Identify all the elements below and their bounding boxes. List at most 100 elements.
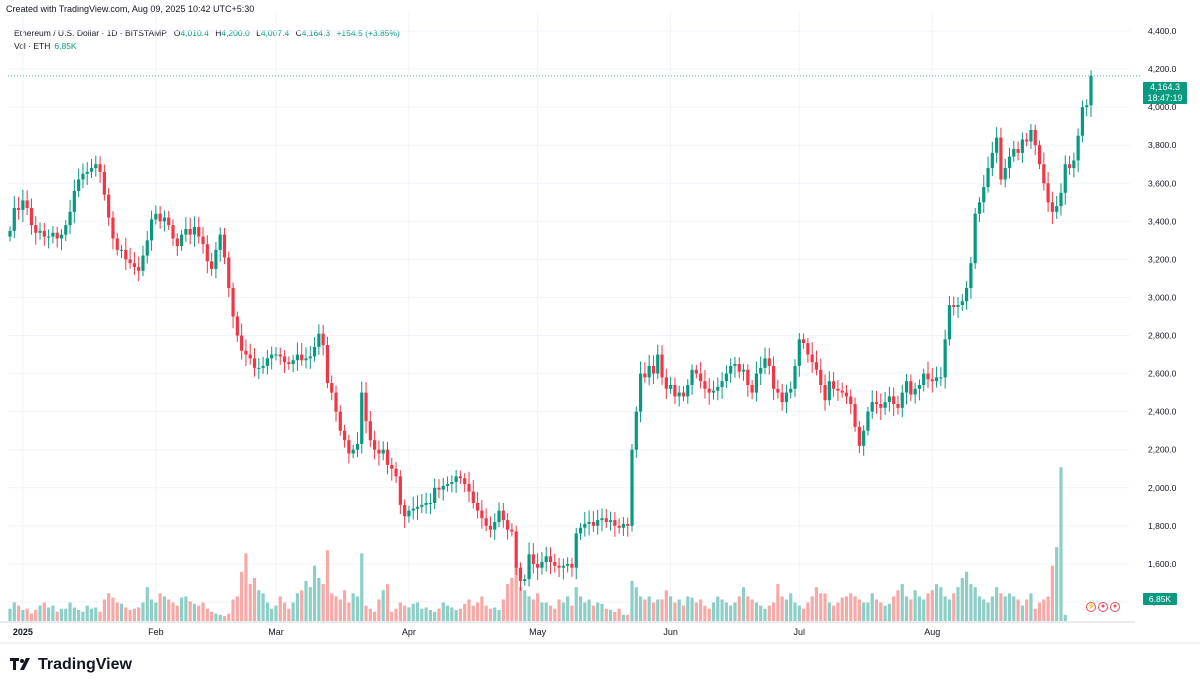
candle-body [415, 506, 420, 509]
volume-bar [381, 590, 385, 621]
candle-body [64, 225, 68, 235]
volume-bar [291, 602, 295, 621]
volume-bar [810, 596, 814, 621]
candle-body [1033, 129, 1037, 146]
volume-bar [475, 602, 480, 621]
candle-body [312, 346, 317, 357]
candle-body [347, 440, 351, 454]
volume-bar [518, 587, 523, 621]
volume-bar [274, 605, 278, 621]
candle-body [960, 301, 964, 306]
volume-bar [922, 599, 926, 621]
candle-body [913, 388, 917, 395]
volume-bar [252, 577, 257, 621]
volume-bar [995, 587, 999, 621]
candle-body [553, 561, 557, 566]
symbol-title[interactable]: Ethereum / U.S. Dollar · 1D · BITSTAMP [14, 28, 167, 38]
candle-body [407, 510, 411, 517]
candle-body [450, 482, 454, 484]
volume-bar [531, 599, 535, 621]
candle-body [162, 217, 167, 222]
candle-body [355, 443, 360, 450]
candle-body [939, 377, 943, 379]
volume-bar [287, 608, 291, 621]
volume-bar [480, 596, 484, 621]
candle-body [1042, 164, 1046, 184]
volume-bar [677, 599, 681, 621]
volume-bar [917, 596, 922, 621]
candle-body [308, 356, 312, 359]
event-icon[interactable]: ● [1098, 602, 1108, 612]
candle-body [325, 345, 330, 384]
volume-label[interactable]: Vol · ETH [14, 41, 51, 51]
candle-body [128, 259, 132, 264]
candle-body [681, 392, 686, 397]
candle-body [964, 287, 969, 302]
candle-body [506, 520, 510, 530]
candle-body [707, 388, 711, 393]
event-icon[interactable]: ⚡ [1086, 602, 1096, 612]
candle-body [342, 430, 347, 441]
candle-body [566, 563, 570, 566]
volume-bar [574, 587, 578, 621]
candle-body [741, 369, 746, 372]
candle-body [613, 520, 617, 526]
volume-bar [89, 608, 94, 621]
volume-bar [145, 587, 149, 621]
candle-body [849, 396, 853, 405]
event-icon[interactable]: ● [1110, 602, 1120, 612]
candle-body [694, 369, 698, 374]
candle-body [480, 510, 484, 519]
tradingview-brand[interactable]: TradingView [10, 656, 132, 674]
candle-body [548, 556, 553, 562]
candle-body [514, 531, 518, 568]
candle-body [373, 440, 377, 450]
volume-bar [643, 599, 647, 621]
volume-bar [909, 599, 913, 621]
volume-bar [578, 596, 583, 621]
candle-body [38, 230, 42, 233]
volume-bar [137, 607, 141, 621]
candle-body [887, 396, 891, 403]
volume-bar [1050, 565, 1054, 621]
volume-bar [317, 577, 321, 621]
candle-body [445, 483, 450, 486]
candle-body [321, 333, 325, 346]
volume-bar [128, 609, 132, 621]
candle-body [784, 392, 789, 403]
x-tick-label: Jul [794, 627, 806, 637]
candle-body [1076, 135, 1080, 161]
volume-bar [806, 602, 810, 621]
candle-body [540, 561, 544, 568]
created-with-label: Created with TradingView.com, Aug 09, 20… [6, 4, 255, 14]
candle-body [574, 533, 578, 568]
x-tick-label: Apr [402, 627, 416, 637]
candle-body [630, 449, 634, 526]
candle-body [827, 381, 831, 401]
volume-bar [394, 608, 398, 621]
candle-body [364, 392, 368, 422]
volume-bar [8, 608, 12, 621]
candle-body [819, 369, 823, 385]
last-price-value: 4,164.3 [1149, 82, 1181, 92]
volume-bar [836, 602, 840, 621]
candle-body [441, 485, 445, 490]
volume-bar [364, 605, 368, 621]
volume-bar [707, 608, 711, 621]
volume-bar [102, 599, 106, 621]
volume-bar [188, 601, 192, 621]
event-icons[interactable]: ⚡ ● ● [1086, 602, 1120, 612]
candle-body [1067, 164, 1072, 169]
candle-body [385, 449, 390, 465]
y-tick-label: 3,000.0 [1148, 292, 1177, 302]
volume-bar [741, 587, 746, 621]
candle-body [724, 373, 728, 382]
volume-bar [424, 607, 428, 621]
candle-body [484, 518, 488, 526]
y-tick-label: 4,000.0 [1148, 102, 1177, 112]
tradingview-logo-icon [10, 658, 30, 670]
volume-bar [355, 596, 360, 621]
volume-bar [497, 609, 501, 621]
volume-bar [149, 599, 154, 621]
